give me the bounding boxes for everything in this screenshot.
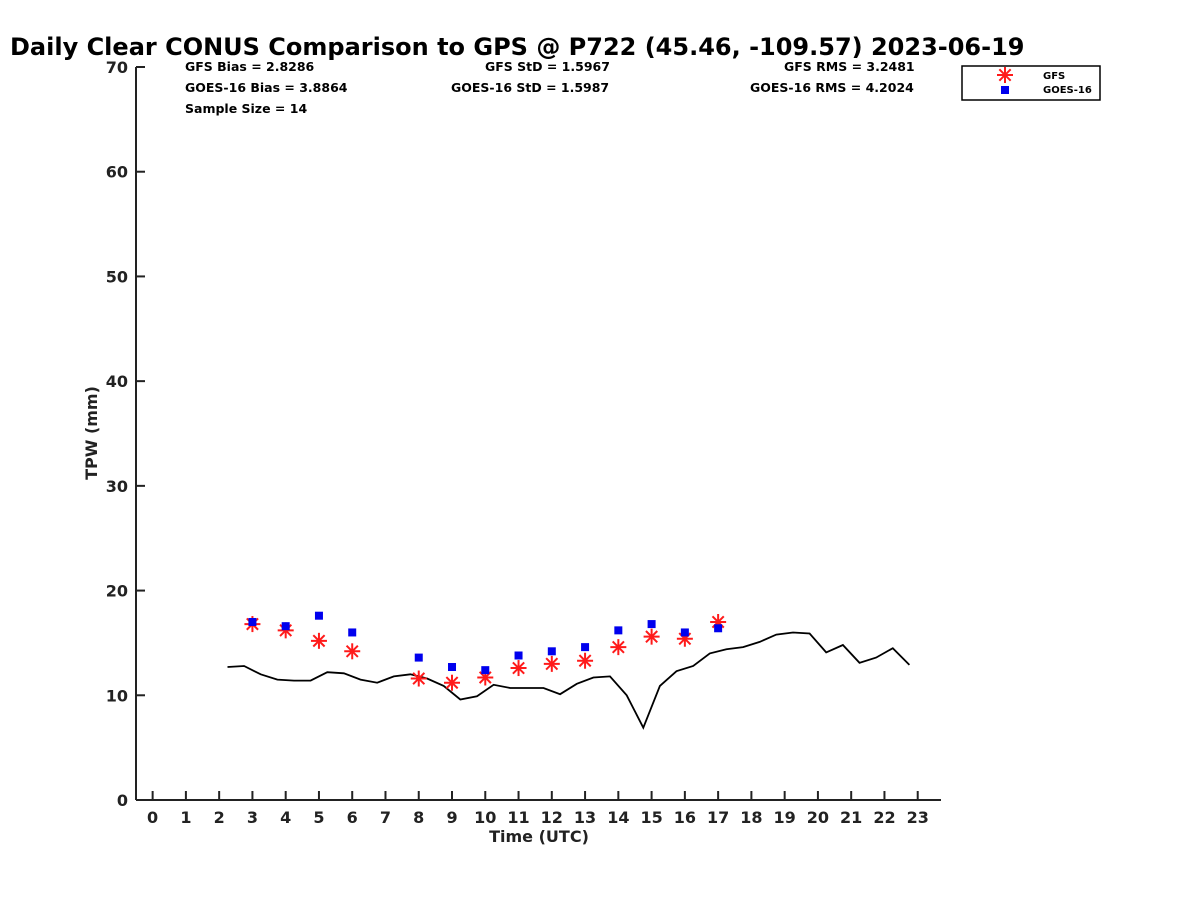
goes-point (714, 624, 723, 633)
goes-point (281, 622, 290, 631)
goes-series (248, 611, 723, 675)
gfs-point (510, 660, 527, 677)
goes-point (414, 653, 423, 662)
legend-gfs-marker (997, 67, 1013, 83)
x-tick-label: 1 (180, 808, 191, 827)
goes-std-stat: GOES-16 StD = 1.5987 (451, 80, 609, 95)
x-tick-label: 2 (214, 808, 225, 827)
x-tick-label: 0 (147, 808, 158, 827)
y-tick-label: 40 (106, 372, 128, 391)
x-tick-label: 13 (574, 808, 596, 827)
x-tick-label: 3 (247, 808, 258, 827)
x-axis-label: Time (UTC) (489, 827, 589, 846)
gfs-std-stat: GFS StD = 1.5967 (485, 59, 610, 74)
goes-point (647, 620, 656, 629)
x-tick-label: 19 (774, 808, 796, 827)
goes-point (348, 628, 357, 637)
x-tick-label: 9 (446, 808, 457, 827)
x-tick-label: 17 (707, 808, 729, 827)
x-tick-label: 23 (907, 808, 929, 827)
gfs-rms-stat: GFS RMS = 3.2481 (784, 59, 915, 74)
y-tick-label: 50 (106, 267, 128, 286)
goes-bias-stat: GOES-16 Bias = 3.8864 (185, 80, 348, 95)
gfs-point (444, 674, 461, 691)
y-axis-label: TPW (mm) (82, 386, 101, 480)
x-tick-label: 15 (640, 808, 662, 827)
x-tick-label: 18 (740, 808, 762, 827)
legend-goes-marker (1001, 86, 1009, 94)
x-tick-label: 10 (474, 808, 496, 827)
legend-box (961, 65, 1101, 101)
goes-point (581, 643, 590, 652)
x-tick-label: 7 (380, 808, 391, 827)
x-tick-label: 11 (507, 808, 529, 827)
x-tick-label: 4 (280, 808, 291, 827)
gfs-point (543, 655, 560, 672)
chart-title: Daily Clear CONUS Comparison to GPS @ P7… (10, 33, 1024, 61)
gfs-point (344, 643, 361, 660)
legend-gfs-label: GFS (1043, 71, 1065, 82)
x-tick-label: 6 (347, 808, 358, 827)
goes-point (680, 628, 689, 637)
gps-line (227, 631, 911, 730)
gps-series (227, 631, 911, 730)
gfs-bias-stat: GFS Bias = 2.8286 (185, 59, 315, 74)
goes-rms-stat: GOES-16 RMS = 4.2024 (750, 80, 914, 95)
x-tick-label: 22 (873, 808, 895, 827)
stats-block: GFS Bias = 2.8286 GOES-16 Bias = 3.8864 … (185, 59, 915, 116)
x-tick-label: 16 (674, 808, 696, 827)
goes-point (248, 617, 257, 626)
goes-point (314, 611, 323, 620)
y-tick-label: 0 (117, 791, 128, 810)
gfs-point (577, 652, 594, 669)
gfs-point (410, 670, 427, 687)
goes-point (547, 647, 556, 656)
x-tick-label: 12 (541, 808, 563, 827)
goes-point (614, 626, 623, 635)
goes-point (448, 663, 457, 672)
legend: GFS GOES-16 (961, 65, 1101, 101)
goes-point (481, 666, 490, 675)
sample-size-stat: Sample Size = 14 (185, 101, 307, 116)
gfs-point (310, 632, 327, 649)
x-tick-label: 21 (840, 808, 862, 827)
x-tick-label: 20 (807, 808, 829, 827)
gfs-point (643, 628, 660, 645)
y-tick-label: 20 (106, 582, 128, 601)
y-tick-label: 10 (106, 686, 128, 705)
y-tick-label: 60 (106, 163, 128, 182)
legend-gfs-asterisk (997, 67, 1013, 83)
y-tick-label: 70 (106, 58, 128, 77)
goes-point (514, 651, 523, 660)
x-tick-label: 8 (413, 808, 424, 827)
y-tick-label: 30 (106, 477, 128, 496)
legend-goes-label: GOES-16 (1043, 85, 1092, 96)
gfs-point (610, 639, 627, 656)
x-tick-label: 14 (607, 808, 629, 827)
x-tick-label: 5 (313, 808, 324, 827)
